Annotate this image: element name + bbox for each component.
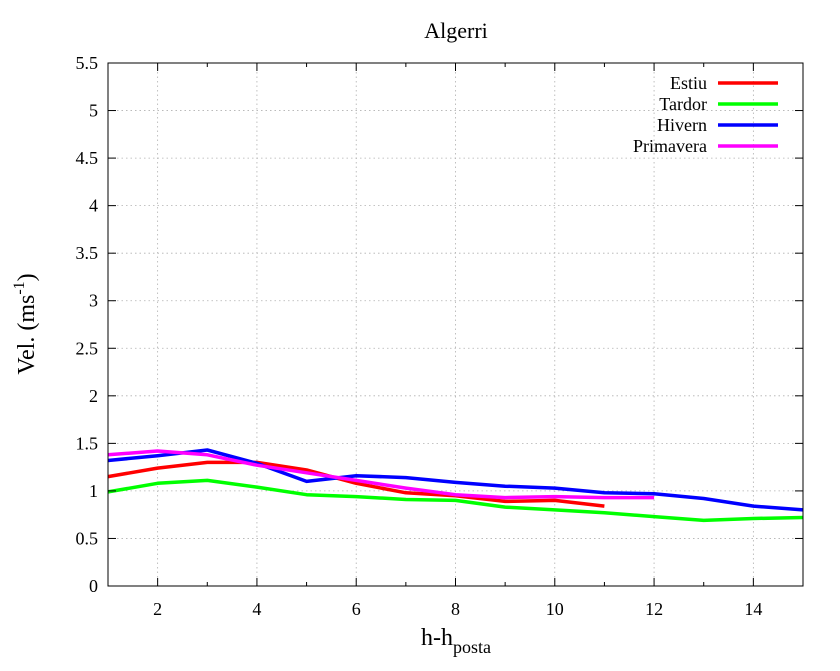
y-tick-label: 0.5 <box>76 528 99 548</box>
x-tick-label: 14 <box>744 599 762 619</box>
series-line-primavera <box>107 449 655 500</box>
y-tick-label: 3.5 <box>76 243 99 263</box>
x-axis-title-main: h-h <box>421 625 453 651</box>
y-tick-label: 4 <box>89 196 98 216</box>
y-tick-label: 3 <box>89 291 98 311</box>
series-line-estiu <box>107 460 605 508</box>
y-tick-label: 4.5 <box>76 148 99 168</box>
legend-label-primavera: Primavera <box>633 136 707 156</box>
y-axis-title-suffix: ) <box>14 273 40 281</box>
y-tick-label: 5.5 <box>76 53 99 73</box>
series-line-tardor <box>107 478 804 523</box>
legend-label-tardor: Tardor <box>659 94 707 114</box>
grid <box>108 63 803 586</box>
axis-ticks: 0 0.5 1 1.5 2 2.5 3 3.5 4 4.5 5 5.5 2 4 6 8 10 12 14 <box>76 53 803 619</box>
x-tick-label: 2 <box>153 599 162 619</box>
series-line-hivern <box>107 448 804 512</box>
y-tick-label: 1 <box>89 481 98 501</box>
x-tick-label: 12 <box>645 599 663 619</box>
chart-title: Algerri <box>424 18 488 43</box>
x-axis-title-subscript: posta <box>453 637 491 657</box>
x-tick-label: 6 <box>352 599 361 619</box>
y-axis-title: Vel. (ms-1) <box>11 273 40 374</box>
x-tick-label: 10 <box>546 599 564 619</box>
x-tick-label: 8 <box>451 599 460 619</box>
y-tick-label: 0 <box>89 576 98 596</box>
x-axis-title: h-hposta <box>421 625 491 657</box>
legend-label-hivern: Hivern <box>657 115 707 135</box>
y-axis-title-main: Vel. (ms <box>14 295 40 375</box>
series-lines <box>107 448 804 523</box>
y-axis-title-superscript: -1 <box>11 281 28 294</box>
y-tick-label: 5 <box>89 101 98 121</box>
y-tick-label: 1.5 <box>76 433 99 453</box>
legend-label-estiu: Estiu <box>670 73 707 93</box>
y-tick-label: 2 <box>89 386 98 406</box>
y-tick-label: 2.5 <box>76 338 99 358</box>
x-tick-label: 4 <box>252 599 261 619</box>
